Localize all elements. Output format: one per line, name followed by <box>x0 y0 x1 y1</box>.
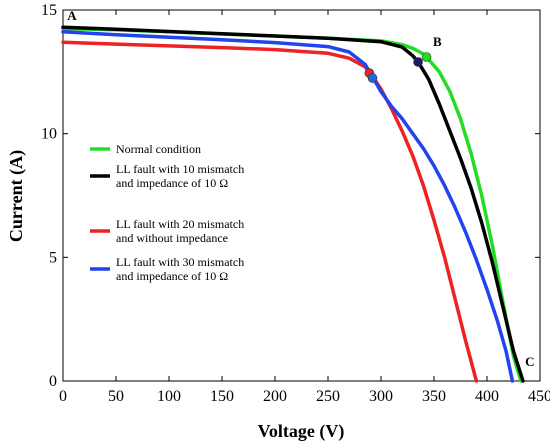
x-tick-label: 0 <box>59 388 67 405</box>
x-tick-label: 300 <box>369 388 393 405</box>
x-tick-label: 350 <box>422 388 446 405</box>
legend-label-2: and impedance of 10 Ω <box>116 176 228 190</box>
x-tick-label: 50 <box>108 388 124 405</box>
x-tick-label: 450 <box>528 388 550 405</box>
legend: Normal condition LL fault with 10 mismatc… <box>90 142 244 283</box>
plot-frame <box>62 9 541 382</box>
y-tick-label: 5 <box>49 249 57 266</box>
point-label-b: B <box>433 34 442 49</box>
y-tick-label: 15 <box>41 2 57 19</box>
legend-label-3: and without impedance <box>116 231 228 245</box>
max-power-point-marker-4 <box>367 73 378 83</box>
legend-label-2: LL fault with 10 mismatch <box>116 162 244 176</box>
x-tick-label: 200 <box>263 388 287 405</box>
y-tick-label: 10 <box>41 126 57 143</box>
legend-label-4: and impedance of 10 Ω <box>116 269 228 283</box>
x-tick-label: 100 <box>157 388 181 405</box>
series-line-4 <box>61 30 515 383</box>
point-label-a: A <box>67 8 77 23</box>
point-label-c: C <box>525 354 534 369</box>
legend-label-4: LL fault with 30 mismatch <box>116 255 244 269</box>
y-axis-ticks: 0 5 10 15 <box>41 2 540 390</box>
marker-layer <box>364 52 432 83</box>
x-tick-label: 250 <box>316 388 340 405</box>
series-layer <box>61 25 525 383</box>
max-power-point-marker-1 <box>421 52 432 62</box>
annotation-layer: A B C <box>67 8 534 369</box>
legend-label-1: Normal condition <box>116 142 201 156</box>
max-power-point-marker-2 <box>413 57 423 67</box>
x-axis-ticks: 0 50 100 150 200 250 300 350 400 450 <box>59 10 550 405</box>
x-tick-label: 150 <box>210 388 234 405</box>
series-line-2 <box>61 25 525 383</box>
x-axis-title: Voltage (V) <box>258 421 345 442</box>
legend-label-3: LL fault with 20 mismatch <box>116 217 244 231</box>
series-line-3 <box>61 40 479 383</box>
x-tick-label: 400 <box>475 388 499 405</box>
y-axis-title: Current (A) <box>6 150 27 242</box>
y-tick-label: 0 <box>49 373 57 390</box>
